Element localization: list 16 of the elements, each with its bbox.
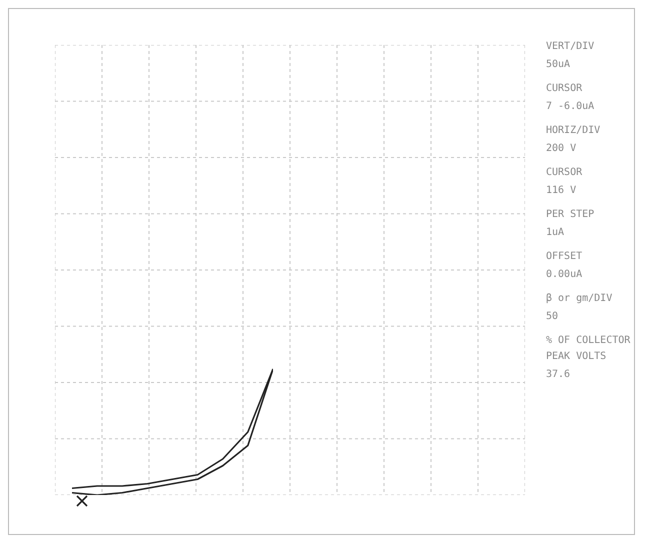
text: 50	[546, 310, 560, 324]
text: % OF COLLECTOR PEAK VOLTS	[546, 334, 632, 364]
text: 37.6	[546, 368, 572, 382]
text: 0.00uA	[546, 268, 584, 282]
text: 116 V	[546, 184, 578, 198]
text: 1uA	[546, 226, 566, 240]
text: PER STEP	[546, 208, 596, 222]
text: 200 V	[546, 142, 578, 156]
text: OFFSET	[546, 250, 584, 264]
text: β or gm/DIV	[546, 292, 614, 306]
text: CURSOR	[546, 82, 584, 96]
text: VERT/DIV	[546, 40, 596, 54]
text: HORIZ/DIV	[546, 124, 602, 138]
text: 50uA	[546, 58, 572, 72]
text: CURSOR	[546, 166, 584, 180]
text: 7 -6.0uA	[546, 100, 596, 114]
